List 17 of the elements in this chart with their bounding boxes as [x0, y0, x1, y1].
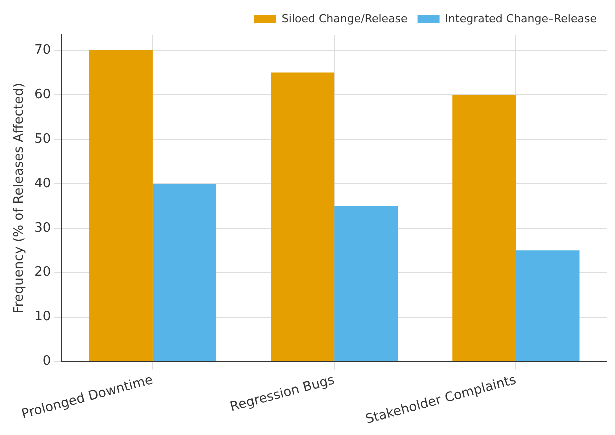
bar	[152, 184, 217, 362]
bar	[516, 250, 580, 362]
y-tick-label: 30	[34, 220, 52, 236]
y-tick-label: 70	[34, 42, 52, 58]
y-tick-label: 20	[34, 265, 52, 280]
legend-label: Integrated Change–Release	[445, 12, 598, 26]
bar	[334, 206, 398, 362]
bar	[271, 72, 335, 362]
y-tick-label: 0	[42, 354, 52, 370]
y-tick-label: 50	[34, 132, 52, 147]
y-tick-label: 40	[34, 176, 52, 192]
legend-label: Siloed Change/Release	[282, 12, 408, 26]
y-axis-title: Frequency (% of Releases Affected)	[12, 83, 28, 314]
y-tick-label: 10	[34, 310, 52, 325]
bar	[89, 50, 153, 362]
y-tick-label: 60	[34, 87, 52, 102]
bar	[452, 95, 516, 362]
